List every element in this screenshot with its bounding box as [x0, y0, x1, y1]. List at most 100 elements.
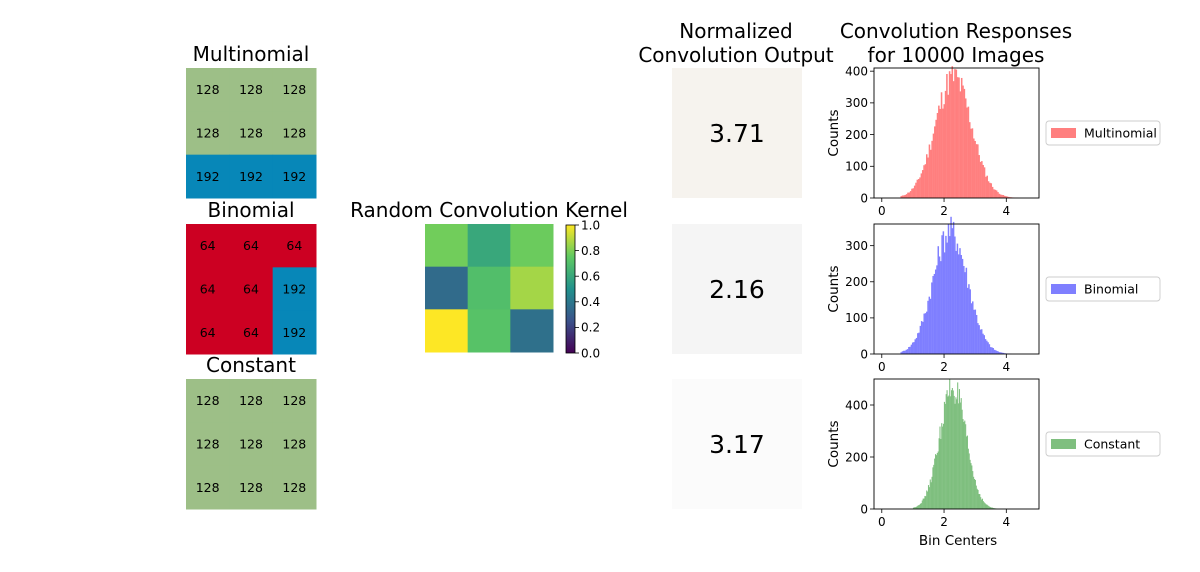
legend-box: [1045, 120, 1161, 146]
histogram-bar: [970, 128, 972, 198]
grid-cell: [272, 379, 317, 423]
grid-cell-value: 128: [282, 437, 306, 452]
grid-cell-value: 128: [239, 437, 263, 452]
histogram-bar: [954, 69, 956, 198]
grid-cell-value: 64: [200, 282, 216, 297]
colorbar-tick-label: 0.0: [581, 346, 600, 360]
histogram-bar: [961, 409, 963, 509]
grid-cell: [229, 379, 274, 423]
histogram-bar: [930, 149, 932, 198]
grid-cell: [272, 422, 317, 467]
histogram-bar: [962, 419, 964, 509]
histogram-bar: [991, 347, 993, 354]
grid-cell-value: 64: [200, 325, 216, 340]
histogram-bar: [944, 90, 947, 198]
histogram-bar: [957, 382, 959, 509]
kernel-cell: [510, 224, 554, 268]
histogram-bar: [995, 190, 998, 198]
histogram-bar: [919, 325, 922, 354]
y-tick-label: 200: [845, 450, 868, 464]
histogram-bar: [974, 140, 976, 198]
histogram-bar: [989, 506, 991, 509]
histogram-bar: [966, 435, 968, 509]
histogram-bar: [963, 88, 966, 198]
x-tick-label: 4: [1002, 515, 1010, 529]
y-tick-label: 200: [845, 128, 868, 142]
histogram-bar: [950, 74, 952, 198]
histogram-bar: [911, 342, 914, 354]
histogram-bar: [988, 506, 990, 509]
histogram-bar: [999, 194, 1002, 198]
histogram-bar: [1002, 352, 1005, 354]
histogram-bar: [949, 379, 951, 509]
histogram-bar: [940, 261, 942, 354]
grid-cell-value: 192: [282, 169, 306, 184]
histogram-bar: [935, 454, 937, 509]
histogram-bar: [928, 296, 931, 354]
histogram-bar: [981, 498, 984, 509]
histogram-bar: [966, 287, 969, 354]
kernel-cell: [467, 309, 511, 353]
histogram-frame: [873, 223, 1040, 355]
histogram-bar: [947, 396, 949, 509]
histogram-bar: [904, 194, 907, 198]
histogram-bar: [929, 298, 932, 354]
histogram-bar: [949, 236, 951, 354]
histogram-bar: [927, 300, 929, 354]
histogram-bar: [984, 339, 987, 354]
histogram-bar: [985, 504, 987, 509]
histogram-bar: [901, 351, 904, 354]
histogram-bar: [931, 476, 933, 509]
histogram-bar: [958, 77, 960, 198]
histogram-bar: [938, 256, 941, 354]
grid-cell-value: 64: [243, 282, 259, 297]
histogram-bar: [924, 164, 927, 198]
histogram-bar: [946, 74, 948, 198]
histogram-bar: [947, 94, 950, 198]
histogram-frame: [873, 378, 1040, 510]
grid-cell: [229, 154, 274, 199]
grid-cell-value: 64: [200, 238, 216, 253]
x-tick-label: 2: [940, 515, 948, 529]
histogram-bar: [914, 507, 916, 509]
y-axis-label: Counts: [826, 420, 842, 467]
grid-cell-value: 128: [282, 480, 306, 495]
histogram-bar: [910, 344, 913, 354]
grid-cell-value: 128: [196, 82, 220, 97]
histogram-bar: [942, 231, 945, 354]
y-tick-label: 400: [845, 64, 868, 78]
grid-cell-value: 64: [243, 325, 259, 340]
histogram-bar: [929, 479, 931, 509]
histogram-bar: [959, 402, 961, 509]
output-value: 3.17: [709, 430, 765, 459]
histogram-bar: [954, 236, 956, 354]
histogram-bar: [951, 66, 954, 198]
y-tick-label: 100: [845, 160, 868, 174]
histogram-bar: [904, 350, 906, 354]
histogram-bar: [950, 396, 952, 509]
histogram-bar: [978, 325, 980, 354]
histogram-bar: [965, 267, 968, 354]
histogram-bar: [997, 351, 1000, 354]
grid-cell: [229, 267, 274, 312]
histogram-bar: [934, 458, 936, 509]
pixel-grids: 128 128 128 128 128 128 192 192 192 64 64 64 64 64 192…: [186, 68, 317, 510]
histogram-bar: [955, 69, 958, 198]
histogram-bar: [912, 188, 915, 198]
histogram-bar: [933, 464, 935, 509]
histogram-bar: [1000, 352, 1002, 354]
legend-label: Constant: [1084, 437, 1140, 452]
histogram-bar: [983, 167, 986, 198]
histogram-bar: [915, 337, 918, 354]
histogram-bar: [977, 323, 979, 354]
histogram-bar: [923, 165, 925, 198]
histogram-bar: [973, 138, 975, 198]
kernel-heatmap: [425, 224, 554, 353]
histogram-bar: [940, 438, 942, 509]
y-tick-label: 200: [845, 275, 868, 289]
histogram-bar: [953, 395, 955, 509]
histogram-bar: [986, 175, 988, 198]
histogram-bar: [918, 332, 920, 354]
histogram-bar: [909, 346, 911, 354]
y-axis-label: Counts: [826, 265, 842, 312]
